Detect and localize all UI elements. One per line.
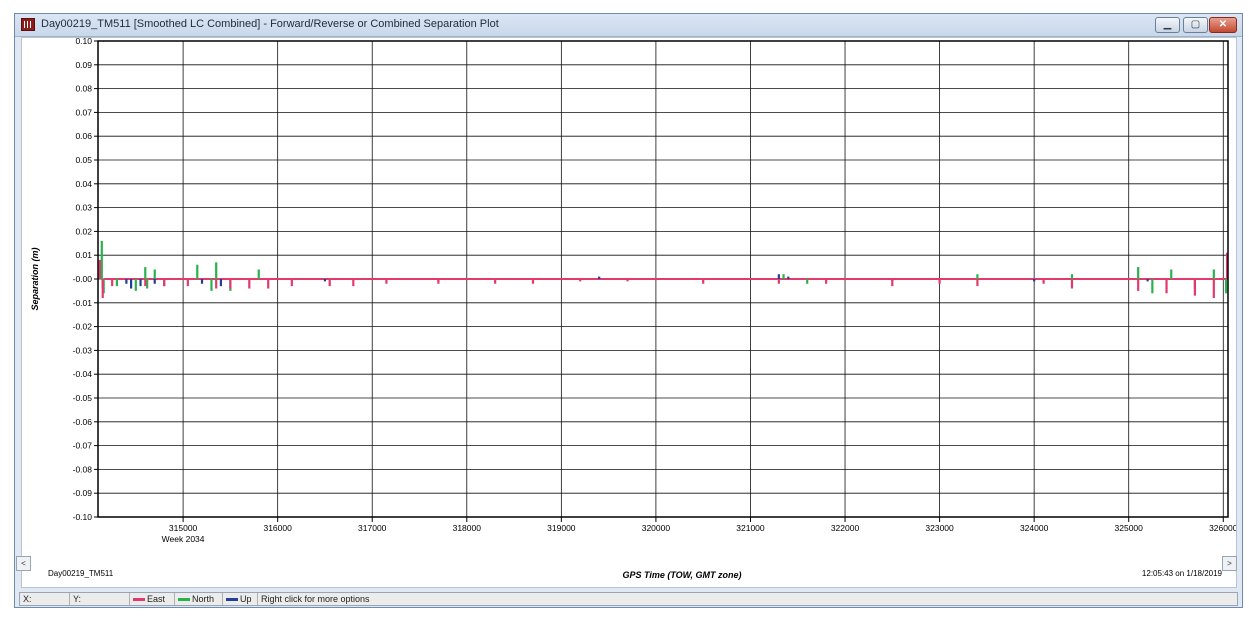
y-tick-label: 0.01 xyxy=(75,250,92,260)
y-tick-label: 0.10 xyxy=(75,38,92,46)
y-tick-label: -0.05 xyxy=(73,393,93,403)
north-swatch xyxy=(178,598,190,602)
plot-background xyxy=(22,38,1236,587)
y-tick-label: 0.06 xyxy=(75,131,92,141)
y-tick-label: -0.03 xyxy=(73,345,93,355)
week-label: Week 2034 xyxy=(162,534,205,544)
separation-chart[interactable]: 0.10 0.09 0.08 0.07 0.06 0.05 0.04 0.03 0.02 0.01… xyxy=(22,38,1236,587)
x-axis-label: GPS Time (TOW, GMT zone) xyxy=(622,570,741,580)
y-tick-label: 0.04 xyxy=(75,179,92,189)
legend-up-label: Up xyxy=(240,594,252,604)
dataset-label: Day00219_TM511 xyxy=(48,569,114,578)
y-tick-label: -0.06 xyxy=(73,417,93,427)
x-tick-label: 317000 xyxy=(358,523,387,533)
y-tick-label: -0.10 xyxy=(73,512,93,522)
x-tick-label: 316000 xyxy=(263,523,292,533)
maximize-button[interactable]: ▢ xyxy=(1183,17,1208,33)
x-tick-label: 321000 xyxy=(736,523,765,533)
y-tick-label: 0.05 xyxy=(75,155,92,165)
up-swatch xyxy=(226,598,238,602)
plot-window: Day00219_TM511 [Smoothed LC Combined] - … xyxy=(14,13,1243,608)
x-tick-label: 324000 xyxy=(1020,523,1049,533)
x-tick-label: 322000 xyxy=(831,523,860,533)
plot-window-icon[interactable] xyxy=(21,18,35,31)
y-tick-label: -0.04 xyxy=(73,369,93,379)
x-tick-label: 319000 xyxy=(547,523,576,533)
y-tick-label: -0.08 xyxy=(73,464,93,474)
scroll-left-button[interactable]: < xyxy=(16,556,31,571)
legend-east-label: East xyxy=(147,594,166,604)
east-swatch xyxy=(133,598,145,602)
window-title: Day00219_TM511 [Smoothed LC Combined] - … xyxy=(41,18,499,30)
y-axis-label: Separation (m) xyxy=(30,247,40,310)
cursor-x-label: X: xyxy=(23,594,32,604)
y-tick-labels: 0.10 0.09 0.08 0.07 0.06 0.05 0.04 0.03 0.02 0.01… xyxy=(73,38,93,522)
x-tick-labels: 315000 316000 317000 318000 319000 320000 3210… xyxy=(169,523,1236,533)
minimize-icon: ▁ xyxy=(1163,19,1172,30)
close-button[interactable]: ✕ xyxy=(1209,17,1237,33)
y-tick-label: -0.00 xyxy=(73,274,93,284)
plot-frame xyxy=(97,40,1229,518)
y-tick-label: 0.03 xyxy=(75,203,92,213)
y-tick-label: 0.02 xyxy=(75,226,92,236)
legend-east[interactable]: East xyxy=(130,593,175,605)
scroll-right-button[interactable]: > xyxy=(1222,556,1237,571)
y-tick-label: -0.01 xyxy=(73,298,93,308)
legend-north[interactable]: North xyxy=(175,593,223,605)
maximize-icon: ▢ xyxy=(1190,19,1201,30)
x-tick-label: 323000 xyxy=(925,523,954,533)
chevron-left-icon: < xyxy=(21,559,26,568)
timestamp-label: 12:05:43 on 1/18/2019 xyxy=(1142,569,1223,578)
x-tick-label: 326000 xyxy=(1209,523,1236,533)
series-layer xyxy=(98,240,1229,299)
cursor-x-readout: X: xyxy=(20,593,70,605)
y-tick-label: 0.09 xyxy=(75,60,92,70)
status-bar: X: Y: East North Up Right click for more… xyxy=(19,592,1238,606)
y-tick-label: 0.07 xyxy=(75,107,92,117)
y-tick-label: 0.08 xyxy=(75,84,92,94)
x-tick-label: 320000 xyxy=(642,523,671,533)
chevron-right-icon: > xyxy=(1227,559,1232,568)
cursor-y-readout: Y: xyxy=(70,593,130,605)
plot-area[interactable]: 0.10 0.09 0.08 0.07 0.06 0.05 0.04 0.03 0.02 0.01… xyxy=(21,37,1237,588)
x-tick-label: 325000 xyxy=(1115,523,1144,533)
minimize-button[interactable]: ▁ xyxy=(1155,17,1180,33)
legend-north-label: North xyxy=(192,594,215,604)
cursor-y-label: Y: xyxy=(73,594,82,604)
legend-up[interactable]: Up xyxy=(223,593,258,605)
close-icon: ✕ xyxy=(1218,19,1228,30)
y-tick-label: -0.09 xyxy=(73,488,93,498)
series-east xyxy=(98,252,1229,299)
status-hint: Right click for more options xyxy=(261,594,370,604)
x-tick-label: 318000 xyxy=(453,523,482,533)
x-tick-label: 315000 xyxy=(169,523,198,533)
y-tick-label: -0.07 xyxy=(73,441,93,451)
title-bar[interactable]: Day00219_TM511 [Smoothed LC Combined] - … xyxy=(15,14,1242,37)
y-tick-label: -0.02 xyxy=(73,322,93,332)
